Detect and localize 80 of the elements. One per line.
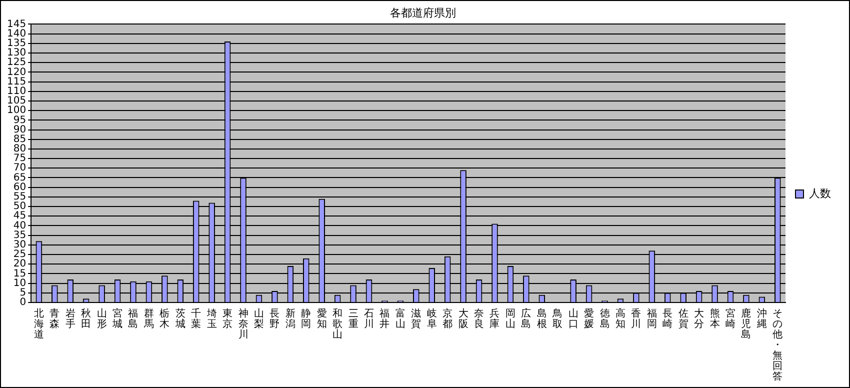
x-tick-label: 静岡 [301, 307, 312, 330]
x-tick-label: 山形 [96, 307, 107, 330]
y-tick-label: 85 [13, 134, 26, 145]
x-tick-label: 山口 [568, 307, 578, 330]
x-tick-label: 福井 [380, 307, 390, 330]
x-tick-label: 鳥取 [552, 307, 563, 330]
x-tick-label: 青森 [50, 307, 60, 330]
y-tick-label: 95 [13, 114, 26, 126]
x-tick-label: 香川 [631, 307, 642, 330]
y-tick-label: 120 [6, 66, 26, 78]
x-tick-label: 高知 [615, 307, 626, 330]
x-tick-label: 宮城 [112, 307, 123, 330]
x-tick-label: 埼玉 [206, 307, 217, 330]
x-tick-label: 愛媛 [584, 307, 594, 330]
y-tick-label: 0 [20, 297, 26, 308]
y-tick-label: 75 [13, 153, 26, 164]
x-tick-label: 京都 [442, 307, 453, 330]
y-tick-label: 55 [13, 192, 26, 203]
x-tick-label: 神奈川 [238, 307, 248, 340]
x-tick-label: 大分 [694, 307, 704, 330]
y-tick-label: 100 [6, 105, 26, 116]
y-tick-label: 35 [13, 230, 26, 241]
y-tick-label: 135 [6, 38, 26, 49]
x-tick-label: その他・無回答 [772, 308, 783, 382]
x-tick-label: 徳島 [600, 308, 610, 330]
x-tick-label: 兵庫 [490, 307, 500, 330]
x-tick-label: 三重 [348, 308, 358, 330]
y-tick-label: 20 [13, 258, 26, 270]
x-tick-label: 愛知 [316, 307, 327, 330]
y-tick-label: 30 [13, 240, 26, 251]
y-tick-label: 10 [13, 278, 26, 289]
x-tick-label: 福島 [128, 307, 138, 330]
x-tick-label: 群馬 [142, 307, 154, 330]
x-tick-label: 石川 [364, 308, 374, 330]
y-tick-label: 130 [6, 48, 26, 59]
y-tick-label: 60 [13, 182, 26, 193]
x-tick-label: 山梨 [254, 307, 264, 330]
x-tick-label: 鹿児島 [741, 307, 752, 340]
x-tick-label: 東京 [222, 307, 233, 330]
y-tick-label: 145 [6, 18, 26, 30]
x-tick-label: 岩手 [65, 307, 76, 330]
y-tick-label: 50 [13, 201, 26, 212]
x-tick-label: 岡山 [505, 308, 516, 330]
y-tick-label: 110 [6, 86, 26, 97]
y-tick-label: 115 [6, 76, 26, 88]
x-tick-label: 岐阜 [426, 307, 437, 330]
legend-label: 人数 [809, 186, 831, 200]
y-tick-label: 105 [6, 96, 26, 107]
x-tick-label: 佐賀 [678, 308, 688, 330]
x-tick-label: 茨城 [174, 307, 186, 330]
x-tick-label: 秋田 [81, 307, 92, 330]
y-tick-label: 80 [13, 144, 26, 155]
y-tick-label: 140 [6, 28, 26, 40]
chart-title: 各都道府県別 [390, 6, 456, 20]
y-tick-label: 65 [13, 172, 26, 184]
x-tick-label: 和歌山 [332, 307, 343, 340]
y-tick-label: 15 [13, 268, 26, 280]
y-tick-label: 125 [6, 57, 26, 68]
x-tick-label: 長崎 [662, 308, 673, 330]
x-tick-label: 千葉 [191, 307, 202, 330]
x-tick-label: 広島 [521, 307, 532, 330]
x-tick-label: 滋賀 [411, 307, 422, 330]
x-tick-label: 大阪 [458, 307, 468, 330]
y-tick-label: 70 [13, 162, 26, 174]
y-tick-label: 90 [13, 124, 26, 136]
x-tick-label: 北海道 [34, 307, 44, 340]
y-tick-label: 45 [13, 210, 26, 222]
x-tick-label: 沖縄 [756, 307, 767, 330]
x-tick-label: 宮崎 [725, 307, 736, 330]
y-tick-label: 40 [13, 220, 26, 232]
y-tick-label: 25 [13, 249, 26, 260]
x-tick-label: 奈良 [474, 308, 484, 330]
x-tick-label: 熊本 [710, 307, 720, 330]
x-tick-label: 栃木 [160, 307, 170, 330]
x-tick-label: 新潟 [285, 307, 296, 330]
x-tick-label: 島根 [536, 307, 547, 330]
x-tick-label: 福岡 [646, 307, 657, 330]
y-tick-label: 5 [20, 287, 26, 298]
x-tick-label: 富山 [395, 307, 406, 330]
x-tick-label: 長野 [270, 308, 280, 330]
